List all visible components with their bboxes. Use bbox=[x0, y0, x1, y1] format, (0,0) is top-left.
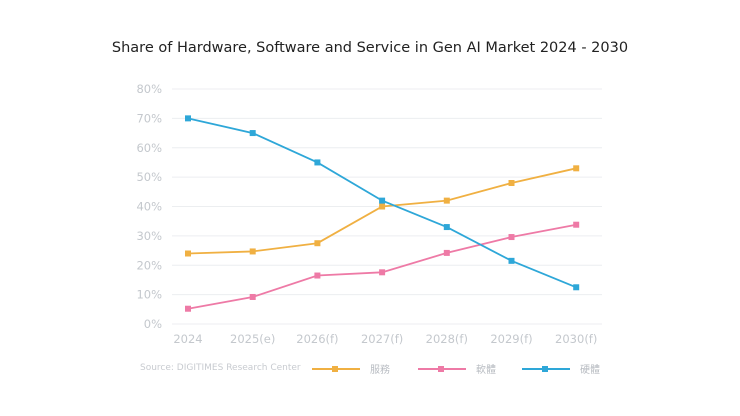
data-point bbox=[573, 165, 580, 172]
y-tick-label: 40% bbox=[136, 200, 162, 214]
y-tick-label: 60% bbox=[136, 141, 162, 155]
x-tick-label: 2029(f) bbox=[490, 332, 532, 346]
data-point bbox=[249, 293, 256, 300]
legend-label: 軟體 bbox=[476, 365, 496, 376]
data-point bbox=[379, 197, 386, 204]
y-tick-label: 80% bbox=[136, 82, 162, 96]
x-tick-label: 2030(f) bbox=[555, 332, 597, 346]
data-point bbox=[573, 284, 580, 291]
series-line-1 bbox=[187, 223, 577, 310]
data-point bbox=[379, 203, 386, 210]
y-tick-label: 50% bbox=[136, 170, 162, 184]
legend-item-service: 服務 bbox=[312, 361, 390, 376]
legend-item-hardware: 硬體 bbox=[522, 361, 600, 376]
data-point bbox=[185, 250, 191, 257]
data-point bbox=[314, 159, 321, 166]
data-point bbox=[443, 197, 450, 204]
chart-title: Share of Hardware, Software and Service … bbox=[111, 40, 629, 56]
legend-item-software: 軟體 bbox=[418, 361, 496, 376]
data-point bbox=[508, 234, 515, 241]
data-point bbox=[443, 224, 450, 231]
x-tick-label: 2024 bbox=[173, 332, 202, 346]
y-tick-label: 30% bbox=[136, 229, 162, 243]
data-point bbox=[185, 305, 191, 312]
data-point bbox=[379, 269, 386, 276]
legend-label: 硬體 bbox=[580, 365, 600, 376]
y-tick-label: 0% bbox=[144, 317, 162, 331]
source-note: Source: DIGITIMES Research Center bbox=[140, 363, 301, 373]
x-tick-label: 2027(f) bbox=[361, 332, 403, 346]
y-tick-label: 70% bbox=[136, 111, 162, 125]
data-point bbox=[185, 115, 191, 122]
data-point bbox=[249, 130, 256, 137]
data-point bbox=[314, 272, 321, 279]
y-tick-label: 20% bbox=[136, 258, 162, 272]
x-tick-label: 2026(f) bbox=[296, 332, 338, 346]
x-tick-label: 2025(e) bbox=[230, 332, 275, 346]
data-point bbox=[314, 240, 321, 247]
series-line-0 bbox=[187, 167, 577, 255]
y-tick-label: 10% bbox=[136, 288, 162, 302]
data-point bbox=[508, 180, 515, 186]
data-point bbox=[249, 248, 256, 255]
data-point bbox=[508, 257, 515, 264]
x-tick-label: 2028(f) bbox=[426, 332, 468, 346]
data-point bbox=[573, 221, 580, 228]
data-point bbox=[443, 249, 450, 256]
legend-label: 服務 bbox=[370, 365, 390, 376]
